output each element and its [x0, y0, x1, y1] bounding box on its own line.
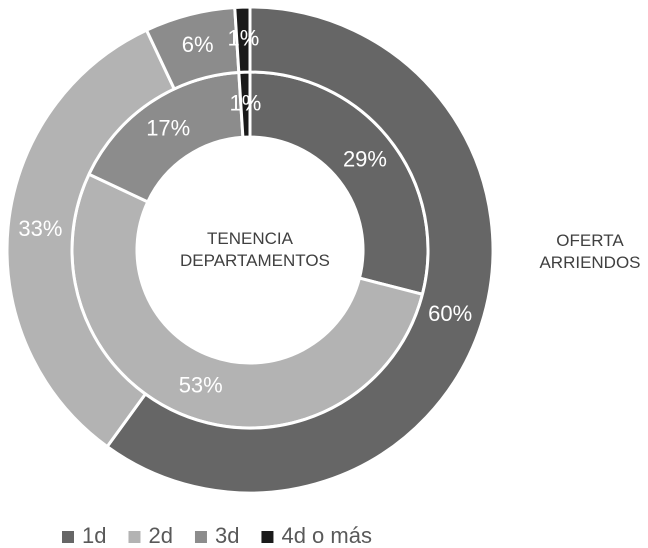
legend-label: 4d o más	[281, 523, 372, 548]
data-label: 33%	[18, 216, 62, 241]
legend-label: 3d	[215, 523, 239, 548]
data-label: 29%	[343, 147, 387, 172]
outer-ring-name: OFERTA ARRIENDOS	[539, 231, 641, 272]
legend-label: 2d	[148, 523, 172, 548]
data-label: 1%	[230, 90, 262, 115]
legend-swatch	[261, 531, 274, 543]
data-label: 60%	[428, 301, 472, 326]
donut-segment	[105, 5, 495, 495]
legend-swatch	[62, 531, 74, 543]
data-label: 6%	[182, 32, 214, 57]
donut-segment	[5, 28, 177, 449]
data-label: 17%	[146, 115, 190, 140]
data-label: 53%	[179, 373, 223, 398]
data-label: 1%	[227, 25, 259, 50]
legend-swatch	[194, 531, 207, 543]
donut-segment	[233, 5, 252, 74]
inner-ring-name: TENENCIA DEPARTAMENTOS	[180, 229, 330, 270]
legend-swatch	[128, 531, 141, 543]
legend-label: 1d	[82, 523, 106, 548]
